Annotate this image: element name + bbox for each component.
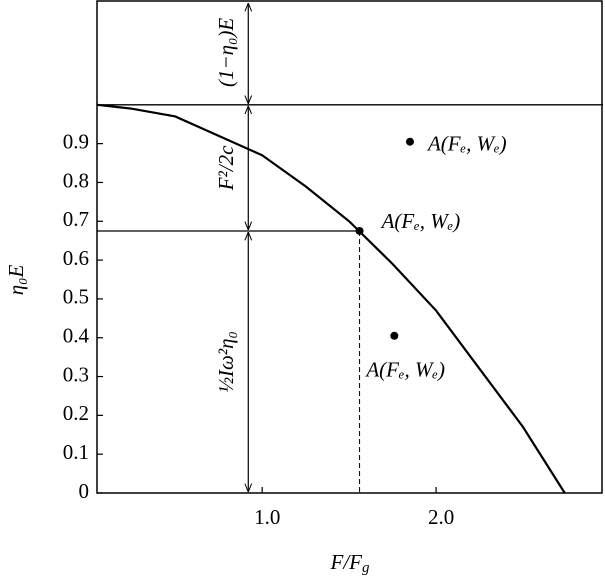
- y-tick-label: 0.4: [63, 324, 90, 348]
- y-tick-label: 0.8: [63, 168, 89, 192]
- y-tick-label: 0.5: [63, 285, 89, 309]
- annotation: F²/2c: [214, 145, 238, 191]
- x-axis-label: F/Fg: [330, 550, 371, 577]
- y-tick-label: 0.6: [63, 246, 89, 270]
- y-axis-label: η₀E: [4, 265, 28, 296]
- annotation: ½Iω²η₀: [214, 331, 238, 393]
- y-tick-label: 0.1: [63, 440, 89, 464]
- x-tick-label: 2.0: [428, 505, 454, 529]
- y-tick-label: 0.9: [63, 129, 89, 153]
- point: [390, 331, 399, 340]
- point-label: A(Fₑ, Wₑ): [380, 209, 461, 233]
- y-tick-label: 0.7: [63, 207, 89, 231]
- point: [405, 137, 414, 146]
- y-tick-label: 0.3: [63, 362, 89, 386]
- y-tick-label: 0: [79, 479, 90, 503]
- annotation: (1−η₀)E: [214, 18, 238, 87]
- point: [355, 226, 364, 235]
- y-tick-label: 0.2: [63, 401, 89, 425]
- curve: [96, 103, 566, 494]
- point-label: A(Fₑ, Wₑ): [364, 358, 445, 382]
- point-label: A(Fₑ, Wₑ): [426, 132, 507, 156]
- plot-frame: [96, 0, 603, 494]
- x-tick-label: 1.0: [254, 505, 280, 529]
